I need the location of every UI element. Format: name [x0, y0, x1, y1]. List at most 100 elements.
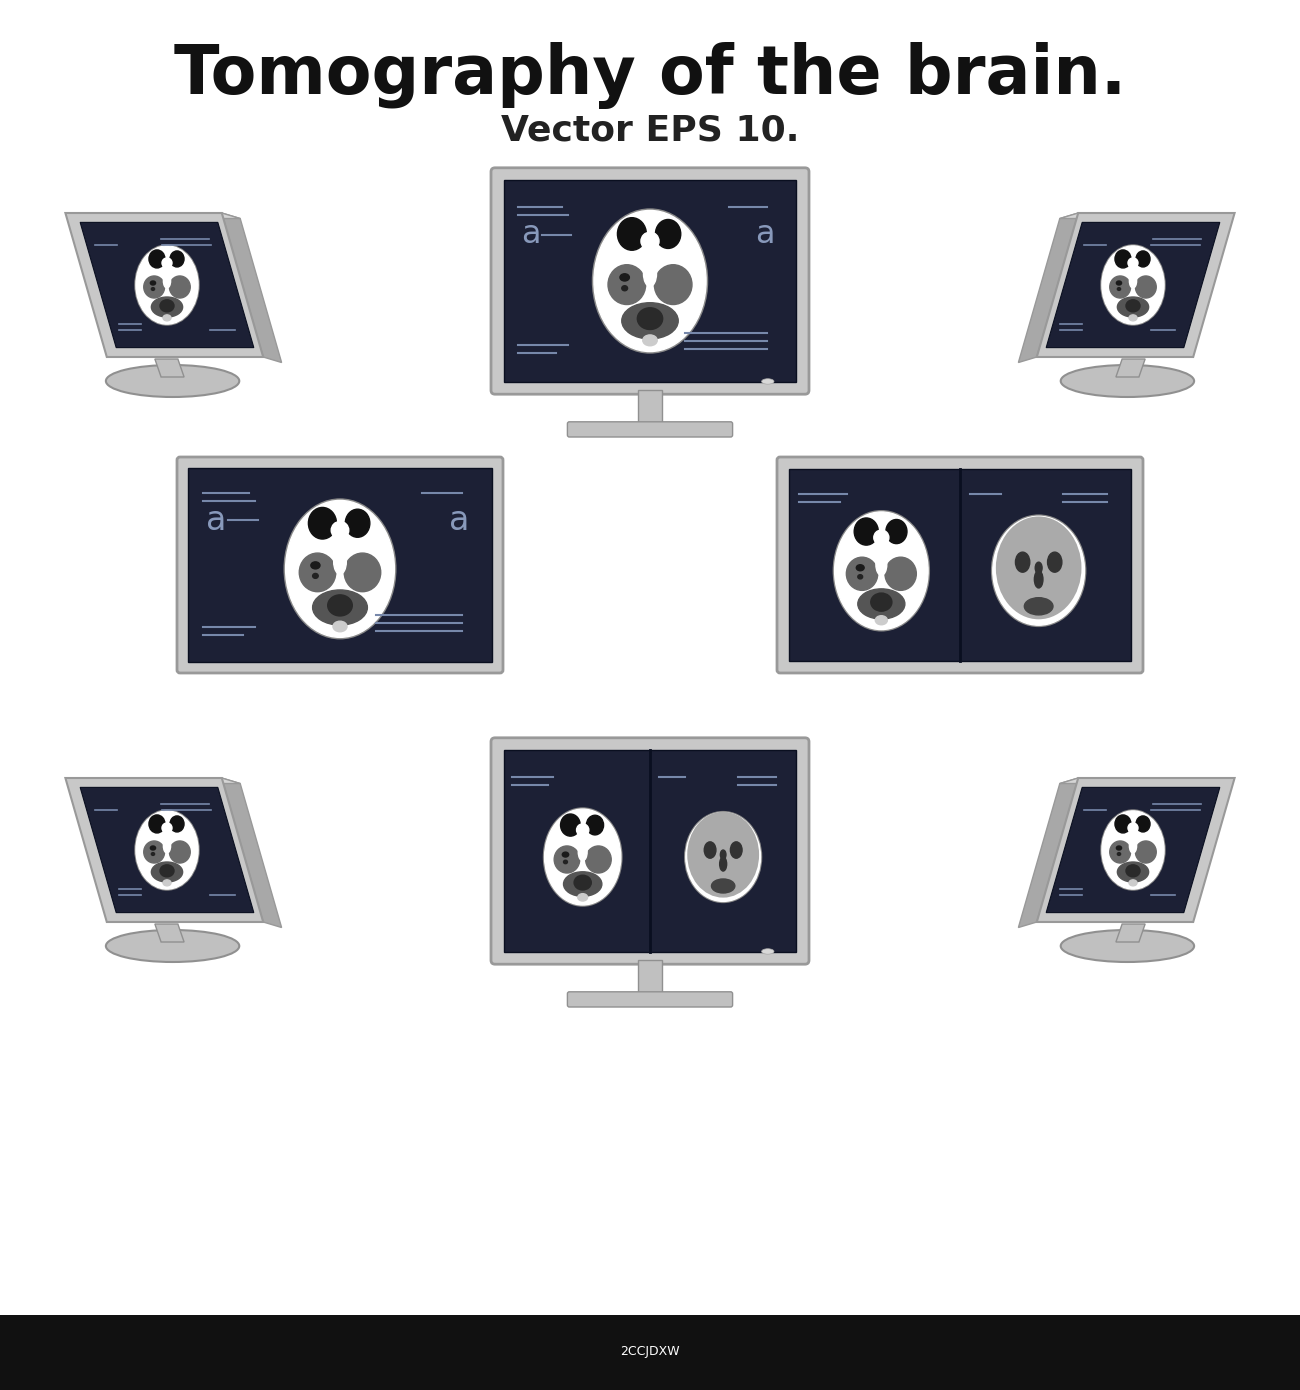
Text: a: a	[207, 505, 226, 537]
Ellipse shape	[585, 847, 611, 873]
Ellipse shape	[328, 595, 352, 616]
Ellipse shape	[311, 562, 320, 569]
Ellipse shape	[1135, 841, 1156, 863]
Ellipse shape	[1115, 250, 1131, 268]
Text: Tomography of the brain.: Tomography of the brain.	[174, 42, 1126, 108]
Polygon shape	[1046, 787, 1219, 913]
Polygon shape	[1115, 359, 1145, 377]
Ellipse shape	[655, 220, 681, 249]
Ellipse shape	[578, 844, 588, 860]
Ellipse shape	[1118, 288, 1121, 291]
Ellipse shape	[170, 816, 185, 833]
Ellipse shape	[150, 815, 165, 833]
Ellipse shape	[711, 878, 734, 892]
Ellipse shape	[1128, 316, 1138, 321]
Ellipse shape	[1128, 259, 1138, 268]
FancyBboxPatch shape	[177, 457, 503, 673]
Ellipse shape	[151, 852, 155, 855]
Ellipse shape	[885, 520, 907, 543]
Polygon shape	[1060, 213, 1235, 218]
Ellipse shape	[1115, 815, 1131, 833]
FancyBboxPatch shape	[491, 168, 809, 395]
Ellipse shape	[720, 851, 725, 859]
Polygon shape	[81, 222, 254, 348]
Ellipse shape	[332, 521, 348, 539]
Ellipse shape	[164, 274, 170, 288]
Ellipse shape	[151, 281, 156, 285]
Ellipse shape	[563, 852, 568, 858]
Polygon shape	[1046, 222, 1219, 348]
Ellipse shape	[1118, 297, 1149, 317]
Ellipse shape	[858, 574, 863, 578]
Ellipse shape	[642, 335, 658, 346]
Ellipse shape	[577, 894, 588, 901]
Ellipse shape	[105, 366, 239, 398]
Ellipse shape	[1061, 366, 1195, 398]
Ellipse shape	[1035, 562, 1043, 574]
Polygon shape	[1037, 213, 1235, 357]
Ellipse shape	[1117, 281, 1122, 285]
Ellipse shape	[1001, 523, 1076, 614]
Ellipse shape	[333, 621, 347, 631]
FancyBboxPatch shape	[567, 421, 733, 436]
Ellipse shape	[334, 549, 346, 574]
Polygon shape	[65, 778, 263, 922]
Ellipse shape	[731, 842, 742, 858]
FancyBboxPatch shape	[0, 1315, 1300, 1390]
Ellipse shape	[554, 847, 580, 873]
Ellipse shape	[641, 232, 659, 250]
Ellipse shape	[846, 557, 878, 591]
Polygon shape	[1115, 924, 1145, 942]
Polygon shape	[81, 787, 254, 913]
Polygon shape	[65, 213, 240, 218]
Ellipse shape	[144, 277, 165, 297]
Polygon shape	[155, 359, 185, 377]
Ellipse shape	[160, 865, 174, 877]
Ellipse shape	[608, 264, 646, 304]
Ellipse shape	[346, 509, 369, 538]
Polygon shape	[65, 778, 240, 784]
Ellipse shape	[1061, 930, 1195, 962]
Ellipse shape	[563, 860, 568, 863]
Ellipse shape	[858, 589, 905, 619]
Ellipse shape	[164, 840, 170, 853]
Ellipse shape	[144, 841, 165, 863]
Ellipse shape	[644, 261, 656, 286]
Ellipse shape	[1117, 847, 1122, 851]
Ellipse shape	[151, 862, 182, 883]
Ellipse shape	[1035, 571, 1043, 588]
Ellipse shape	[1136, 252, 1150, 267]
Ellipse shape	[637, 307, 663, 329]
Polygon shape	[65, 213, 263, 357]
Ellipse shape	[857, 564, 864, 571]
Ellipse shape	[720, 858, 727, 872]
FancyBboxPatch shape	[503, 181, 797, 381]
Ellipse shape	[993, 516, 1084, 626]
Ellipse shape	[169, 841, 190, 863]
Text: a: a	[755, 220, 775, 250]
Ellipse shape	[160, 300, 174, 311]
Ellipse shape	[762, 378, 774, 384]
Ellipse shape	[150, 250, 165, 268]
Ellipse shape	[169, 277, 190, 297]
Ellipse shape	[312, 574, 318, 578]
Ellipse shape	[560, 815, 580, 837]
FancyBboxPatch shape	[637, 391, 663, 424]
Ellipse shape	[1118, 852, 1121, 855]
Ellipse shape	[875, 616, 888, 624]
Ellipse shape	[162, 259, 172, 268]
Ellipse shape	[1102, 810, 1164, 890]
Ellipse shape	[162, 823, 172, 833]
FancyBboxPatch shape	[491, 738, 809, 965]
Ellipse shape	[136, 246, 198, 324]
Polygon shape	[1037, 778, 1235, 922]
Ellipse shape	[299, 553, 335, 592]
Ellipse shape	[344, 553, 381, 592]
Ellipse shape	[151, 297, 182, 317]
FancyBboxPatch shape	[637, 960, 663, 994]
Ellipse shape	[1135, 277, 1156, 297]
Ellipse shape	[151, 847, 156, 851]
Ellipse shape	[576, 824, 589, 837]
Ellipse shape	[1024, 598, 1053, 614]
Ellipse shape	[835, 512, 928, 630]
